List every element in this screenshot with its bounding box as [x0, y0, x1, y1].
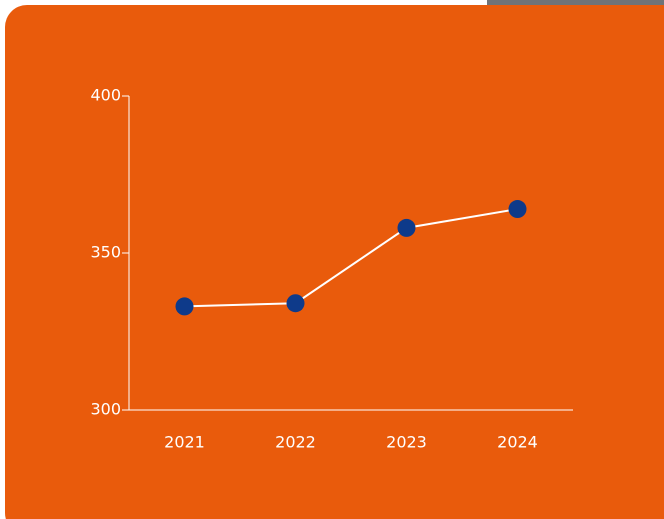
point: [397, 218, 416, 237]
point: [508, 200, 527, 219]
point: [286, 294, 305, 313]
x-tick-label: 2022: [275, 433, 316, 452]
card: [5, 5, 664, 519]
y-tick-label: 350: [90, 243, 121, 262]
x-tick-label: 2024: [497, 433, 538, 452]
x-tick-label: 2021: [164, 433, 205, 452]
x-tick-label: 2023: [386, 433, 427, 452]
point: [175, 297, 194, 316]
line: [184, 208, 518, 308]
y-tick-label: 300: [90, 400, 121, 419]
y-tick-label: 400: [90, 86, 121, 105]
